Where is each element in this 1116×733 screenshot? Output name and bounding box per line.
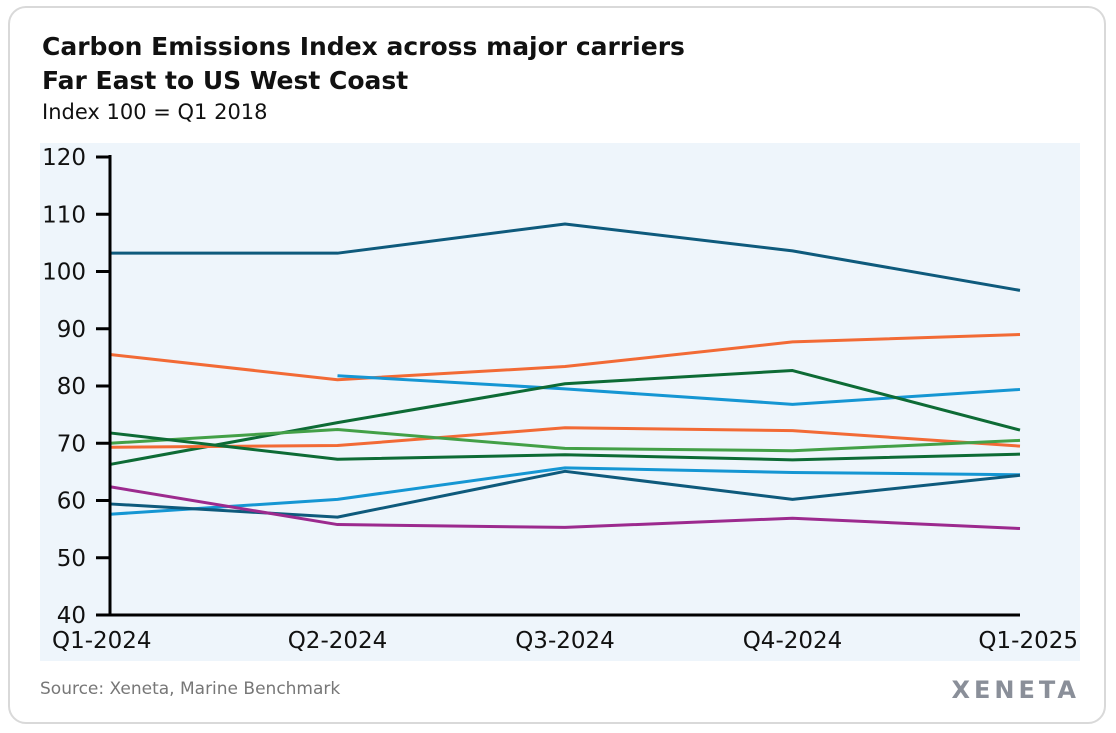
y-tick-label: 90 [57, 317, 86, 343]
x-tick-label: Q1-2025 [978, 628, 1078, 654]
y-tick-label: 110 [42, 202, 86, 228]
title-line-2: Far East to US West Coast [42, 66, 409, 95]
x-tick-label: Q2-2024 [288, 628, 388, 654]
chart-subtitle: Index 100 = Q1 2018 [42, 100, 268, 124]
series-line-8 [109, 466, 1021, 516]
series-line-1 [110, 222, 1021, 292]
source-note: Source: Xeneta, Marine Benchmark [40, 679, 341, 699]
xeneta-logo: XENETA [951, 676, 1080, 704]
y-tick-label: 40 [57, 603, 86, 629]
series-line-7 [109, 431, 1021, 462]
x-tick-label: Q4-2024 [743, 628, 843, 654]
series-line-2 [109, 332, 1021, 382]
y-tick-label: 80 [57, 374, 86, 400]
y-tick-label: 60 [57, 489, 86, 515]
series-line-6 [109, 428, 1021, 453]
x-tick-label: Q1-2024 [52, 628, 152, 654]
series-line-4 [109, 369, 1021, 466]
chart-title: Carbon Emissions Index across major carr… [42, 30, 685, 98]
title-line-1: Carbon Emissions Index across major carr… [42, 32, 685, 61]
series-line-3 [337, 374, 1021, 406]
series-line-10 [109, 485, 1021, 531]
series-line-5 [109, 426, 1021, 449]
x-tick-label: Q3-2024 [515, 628, 615, 654]
y-tick-label: 70 [57, 431, 86, 457]
y-tick-label: 100 [42, 260, 86, 286]
y-tick-label: 50 [57, 546, 86, 572]
y-tick-label: 120 [42, 145, 86, 171]
plot-background [40, 143, 1080, 661]
